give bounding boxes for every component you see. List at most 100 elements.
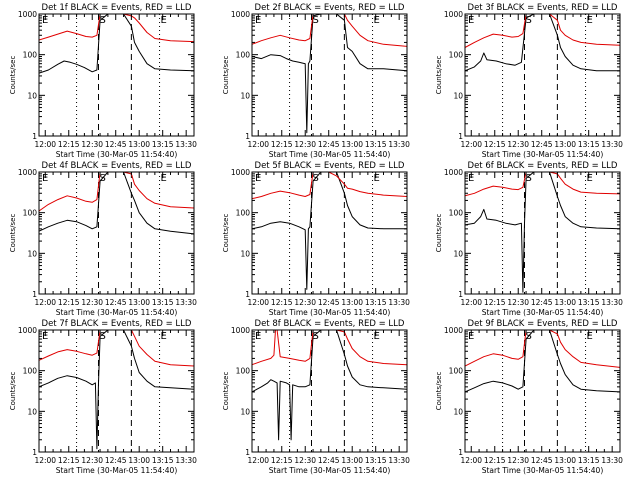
detector-panel: Det 6f BLACK = Events, RED = LLD Counts/s… <box>435 161 623 317</box>
series-group <box>252 330 407 441</box>
marker-label: S <box>99 331 105 342</box>
y-tick-label: 100 <box>449 367 464 376</box>
x-tick-label: 13:00 <box>554 298 576 307</box>
lld-series-line <box>465 330 620 368</box>
x-tick-label: 13:15 <box>152 140 174 149</box>
marker-label: E <box>42 331 48 342</box>
x-tick-label: 13:15 <box>365 456 387 465</box>
x-tick-label: 12:30 <box>81 298 103 307</box>
x-tick-label: 13:00 <box>554 456 576 465</box>
marker-label: E <box>161 331 167 342</box>
plot-frame <box>38 13 195 137</box>
x-tick-label: 12:00 <box>247 456 269 465</box>
x-tick-label: 13:15 <box>578 140 600 149</box>
y-axis-label: Counts/sec <box>222 372 230 411</box>
marker-label: E <box>587 15 593 26</box>
y-axis-label: Counts/sec <box>9 56 17 95</box>
y-axis-label: Counts/sec <box>435 214 443 253</box>
lld-series-line <box>252 330 407 366</box>
x-tick-label: 12:45 <box>531 456 553 465</box>
x-tick-label: 13:30 <box>175 456 197 465</box>
x-tick-label: 13:15 <box>152 456 174 465</box>
x-tick-label: 12:30 <box>294 140 316 149</box>
y-tick-label: 100 <box>449 209 464 218</box>
series-group <box>252 14 407 134</box>
x-tick-label: 12:45 <box>318 456 340 465</box>
panel-title: Det 7f BLACK = Events, RED = LLD <box>42 319 192 329</box>
y-tick-label: 100 <box>23 209 38 218</box>
x-tick-label: 12:45 <box>105 298 127 307</box>
series-group <box>465 330 620 393</box>
x-tick-label: 12:00 <box>247 140 269 149</box>
x-tick-label: 13:30 <box>601 456 623 465</box>
series-group <box>465 172 620 293</box>
series-group <box>39 330 194 450</box>
y-tick-label: 100 <box>236 51 251 60</box>
events-series-line <box>465 14 620 72</box>
marker-label: E <box>587 331 593 342</box>
y-tick-label: 1 <box>245 290 250 299</box>
panel-title: Det 3f BLACK = Events, RED = LLD <box>468 3 618 13</box>
y-tick-label: 1000 <box>18 10 37 19</box>
events-series-line <box>252 330 407 441</box>
panel-title: Det 6f BLACK = Events, RED = LLD <box>468 161 618 171</box>
y-tick-label: 100 <box>449 51 464 60</box>
plot-frame <box>251 13 408 137</box>
x-tick-label: 12:15 <box>58 298 80 307</box>
y-tick-label: 100 <box>236 209 251 218</box>
y-axis-label: Counts/sec <box>222 56 230 95</box>
x-tick-label: 12:00 <box>34 140 56 149</box>
y-tick-label: 1 <box>245 132 250 141</box>
series-group <box>465 14 620 72</box>
x-axis-label: Start Time (30-Mar-05 11:54:40) <box>269 150 391 159</box>
detector-panel: Det 7f BLACK = Events, RED = LLD Counts/s… <box>9 319 197 475</box>
y-tick-label: 1 <box>32 448 37 457</box>
marker-label: E <box>42 15 48 26</box>
x-tick-label: 13:00 <box>341 456 363 465</box>
x-tick-label: 12:15 <box>484 140 506 149</box>
marker-label: E <box>42 173 48 184</box>
y-axis-label: Counts/sec <box>435 56 443 95</box>
x-tick-label: 13:00 <box>341 298 363 307</box>
events-series-line <box>39 172 194 235</box>
detector-panel: Det 2f BLACK = Events, RED = LLD Counts/s… <box>222 3 410 159</box>
marker-label: E <box>255 331 261 342</box>
y-tick-label: 10 <box>27 249 37 258</box>
x-tick-label: 12:00 <box>460 456 482 465</box>
y-axis-label: Counts/sec <box>9 372 17 411</box>
y-tick-label: 1000 <box>231 326 250 335</box>
y-tick-label: 10 <box>27 407 37 416</box>
y-tick-label: 1000 <box>444 10 463 19</box>
lld-series-line <box>39 330 194 367</box>
y-tick-label: 1000 <box>231 10 250 19</box>
series-group <box>39 172 194 235</box>
x-tick-label: 12:00 <box>247 298 269 307</box>
y-tick-label: 1000 <box>18 326 37 335</box>
x-tick-label: 12:15 <box>484 298 506 307</box>
y-tick-label: 1000 <box>231 168 250 177</box>
x-tick-label: 13:30 <box>388 140 410 149</box>
marker-label: E <box>374 173 380 184</box>
y-tick-label: 100 <box>23 51 38 60</box>
x-axis-label: Start Time (30-Mar-05 11:54:40) <box>56 466 178 475</box>
y-tick-label: 100 <box>23 367 38 376</box>
y-tick-label: 10 <box>240 249 250 258</box>
x-tick-label: 13:00 <box>341 140 363 149</box>
x-tick-label: 13:30 <box>388 456 410 465</box>
x-tick-label: 12:45 <box>105 140 127 149</box>
detector-panel: Det 8f BLACK = Events, RED = LLD Counts/s… <box>222 319 410 475</box>
x-axis-label: Start Time (30-Mar-05 11:54:40) <box>269 308 391 317</box>
x-tick-label: 13:15 <box>578 298 600 307</box>
x-tick-label: 12:45 <box>531 298 553 307</box>
x-tick-label: 12:30 <box>507 298 529 307</box>
marker-label: S <box>525 15 531 26</box>
events-series-line <box>39 14 194 74</box>
y-axis-label: Counts/sec <box>9 214 17 253</box>
panel-title: Det 4f BLACK = Events, RED = LLD <box>42 161 192 171</box>
x-axis-label: Start Time (30-Mar-05 11:54:40) <box>482 308 604 317</box>
events-series-line <box>465 330 620 393</box>
x-tick-label: 13:00 <box>128 140 150 149</box>
plot-frame <box>464 13 621 137</box>
detector-panel: Det 5f BLACK = Events, RED = LLD Counts/s… <box>222 161 410 317</box>
